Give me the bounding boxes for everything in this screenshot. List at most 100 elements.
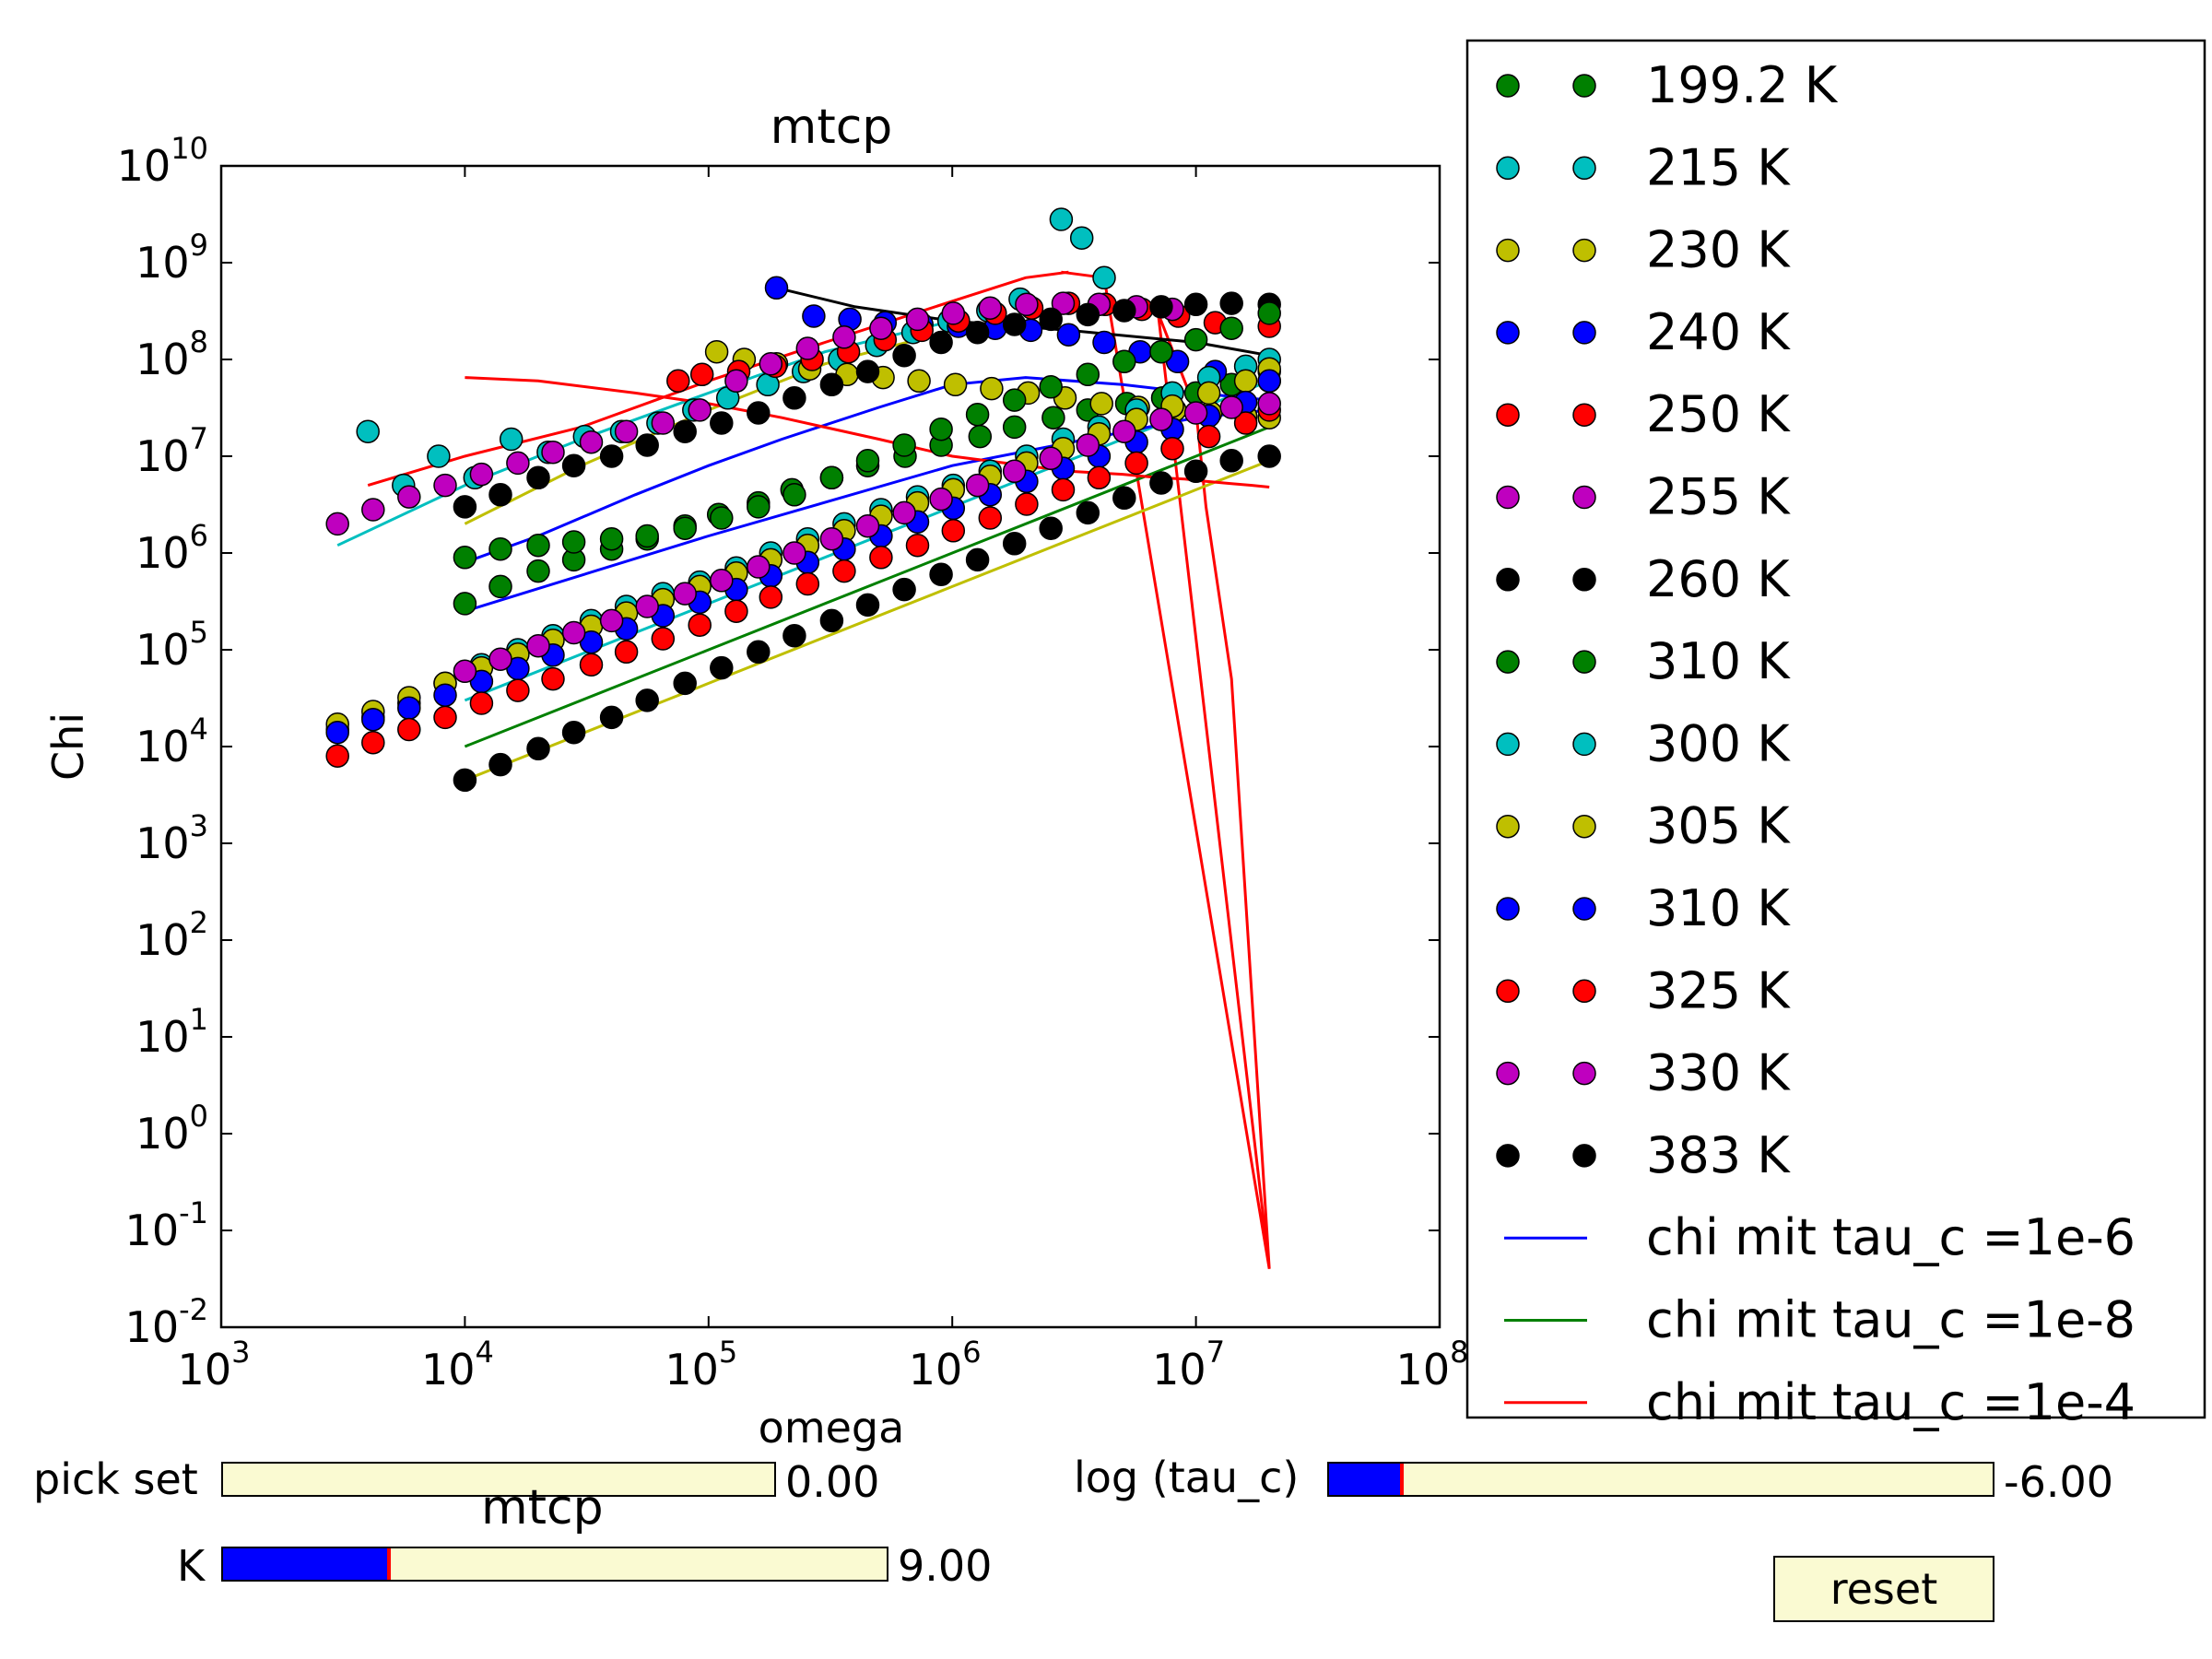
data-point-5-4 — [469, 462, 494, 487]
data-point-7-14 — [965, 402, 990, 427]
y-tick-exponent-7: 5 — [190, 615, 208, 650]
log-tau-c-label: log (tau_c) — [1074, 1453, 1300, 1502]
legend-marker-b-6 — [1572, 568, 1596, 592]
legend-marker-b-5 — [1572, 485, 1596, 510]
plot-area — [219, 164, 1441, 1329]
legend-label-7: 310 K — [1646, 632, 1791, 690]
data-point-13-21 — [1219, 449, 1243, 473]
data-point-11-9 — [651, 627, 676, 651]
y-tick-label-1: 10-1 — [125, 1195, 208, 1255]
data-point-7-4 — [599, 526, 624, 551]
series-line-14 — [464, 376, 1270, 564]
data-point-7-17 — [1076, 362, 1100, 387]
reset-button[interactable]: reset — [1773, 1556, 1994, 1622]
y-tick-exponent-8: 6 — [190, 518, 208, 553]
data-point-11-4 — [469, 691, 494, 715]
data-point-12-13 — [929, 487, 953, 512]
legend-label-13: 383 K — [1646, 1126, 1791, 1184]
x-tick-label-2: 105 — [665, 1335, 737, 1394]
data-point-13-2 — [526, 736, 550, 761]
x-tick-exponent-1: 4 — [475, 1335, 493, 1370]
data-point-12-10 — [819, 526, 844, 551]
data-point-12-0 — [453, 659, 477, 684]
y-tick-label-11: 109 — [135, 228, 208, 288]
data-point-12-15 — [1002, 459, 1027, 484]
legend-label-5: 255 K — [1646, 468, 1791, 526]
data-point-5-0 — [325, 512, 349, 536]
data-point-5-8 — [614, 419, 639, 443]
x-tick-exponent-0: 3 — [231, 1335, 250, 1370]
data-point-11-19 — [1015, 492, 1039, 516]
data-point-12-14 — [965, 473, 990, 498]
y-tick-label-0: 10-2 — [125, 1292, 208, 1352]
data-point-11-15 — [869, 546, 893, 570]
data-point-7-7 — [710, 506, 734, 530]
legend-label-6: 260 K — [1646, 550, 1791, 608]
data-point-12-22 — [1257, 392, 1281, 416]
data-point-11-0 — [325, 744, 349, 768]
data-point-11-5 — [506, 678, 530, 702]
pick-set-slider[interactable] — [221, 1462, 776, 1497]
data-point-11-18 — [978, 506, 1003, 530]
log-tau-c-slider[interactable] — [1327, 1462, 1994, 1497]
legend-marker-a-5 — [1496, 485, 1520, 510]
data-point-7-16 — [1039, 375, 1063, 399]
legend-marker-b-7 — [1572, 650, 1596, 674]
legend-label-15: chi mit tau_c =1e-8 — [1646, 1291, 2136, 1349]
x-tick-label-1: 104 — [421, 1335, 494, 1394]
data-point-6-3 — [561, 453, 586, 477]
data-point-0-14 — [968, 424, 993, 449]
legend-marker-a-11 — [1496, 979, 1520, 1004]
data-point-11-16 — [905, 533, 930, 558]
legend-box — [1465, 39, 2206, 1419]
data-point-7-3 — [561, 530, 586, 554]
data-point-5-15 — [869, 316, 893, 340]
data-point-7-19 — [1149, 339, 1173, 364]
data-point-13-3 — [561, 720, 586, 745]
data-point-6-6 — [673, 419, 697, 443]
y-tick-exponent-10: 8 — [190, 324, 208, 359]
legend-marker-b-3 — [1572, 321, 1596, 345]
y-tick-label-2: 100 — [135, 1099, 208, 1159]
data-point-7-10 — [819, 465, 844, 490]
legend-marker-a-12 — [1496, 1061, 1520, 1086]
data-point-6-8 — [747, 401, 771, 425]
data-point-12-2 — [526, 633, 550, 658]
data-point-13-10 — [819, 608, 844, 633]
data-point-0-2 — [526, 559, 550, 583]
data-point-12-11 — [855, 513, 880, 538]
data-point-13-5 — [635, 688, 659, 712]
data-point-5-17 — [941, 301, 966, 325]
k-slider[interactable] — [221, 1547, 888, 1582]
data-point-11-17 — [941, 519, 966, 543]
data-point-12-9 — [782, 541, 806, 565]
data-point-0-16 — [1041, 406, 1065, 429]
y-tick-label-6: 104 — [135, 712, 208, 771]
y-tick-label-3: 101 — [135, 1002, 208, 1062]
data-point-7-9 — [782, 483, 806, 507]
data-point-13-1 — [488, 752, 512, 777]
data-point-6-17 — [1076, 302, 1100, 327]
data-point-6-18 — [1112, 299, 1136, 323]
legend-label-9: 305 K — [1646, 797, 1791, 855]
data-point-13-14 — [965, 547, 990, 572]
legend-marker-b-13 — [1572, 1144, 1596, 1168]
y-tick-exponent-3: 1 — [190, 1002, 208, 1037]
data-point-6-7 — [710, 411, 734, 435]
y-tick-exponent-6: 4 — [190, 712, 208, 747]
data-point-5-1 — [361, 498, 385, 522]
x-tick-exponent-5: 8 — [1450, 1335, 1468, 1370]
data-point-13-17 — [1076, 500, 1100, 525]
data-point-0-15 — [1002, 415, 1027, 440]
y-tick-label-4: 102 — [135, 905, 208, 965]
legend-marker-b-9 — [1572, 814, 1596, 839]
data-point-5-7 — [579, 429, 604, 454]
data-point-5-9 — [651, 411, 676, 435]
data-point-12-18 — [1112, 419, 1136, 443]
data-point-12-5 — [635, 594, 659, 618]
data-point-4-1 — [689, 362, 714, 387]
data-point-13-13 — [929, 562, 953, 587]
k-slider-fill — [223, 1548, 389, 1580]
data-point-12-8 — [747, 555, 771, 579]
data-point-6-13 — [929, 330, 953, 355]
